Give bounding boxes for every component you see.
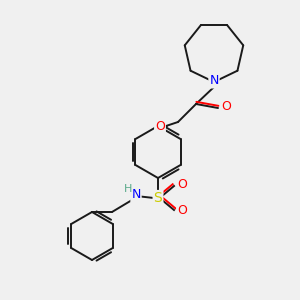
- Text: S: S: [154, 191, 162, 205]
- Text: H: H: [124, 184, 132, 194]
- Text: O: O: [221, 100, 231, 113]
- Text: N: N: [131, 188, 141, 202]
- Text: O: O: [177, 205, 187, 218]
- Text: N: N: [209, 74, 219, 88]
- Text: O: O: [177, 178, 187, 191]
- Text: O: O: [155, 119, 165, 133]
